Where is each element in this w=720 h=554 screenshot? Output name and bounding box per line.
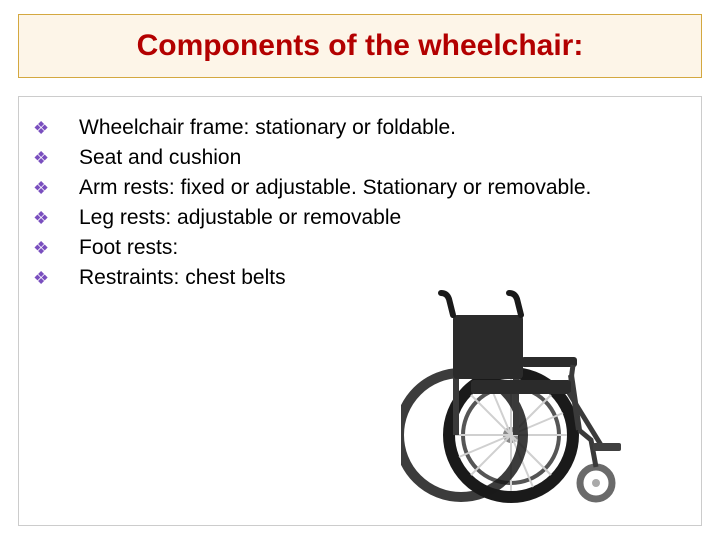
list-item-text: Seat and cushion	[79, 145, 241, 171]
list-item: ❖ Seat and cushion	[33, 145, 687, 171]
bullet-icon: ❖	[33, 145, 79, 171]
list-item-text: Restraints: chest belts	[79, 265, 286, 291]
page-title: Components of the wheelchair:	[29, 29, 691, 63]
bullet-icon: ❖	[33, 175, 79, 201]
content-box: ❖ Wheelchair frame: stationary or foldab…	[18, 96, 702, 526]
list-item: ❖ Wheelchair frame: stationary or foldab…	[33, 115, 687, 141]
wheelchair-image	[401, 285, 641, 505]
bullet-icon: ❖	[33, 205, 79, 231]
bullet-list: ❖ Wheelchair frame: stationary or foldab…	[33, 115, 687, 291]
list-item-text: Foot rests:	[79, 235, 178, 261]
bullet-icon: ❖	[33, 235, 79, 261]
list-item: ❖ Leg rests: adjustable or removable	[33, 205, 687, 231]
bullet-icon: ❖	[33, 265, 79, 291]
title-box: Components of the wheelchair:	[18, 14, 702, 78]
bullet-icon: ❖	[33, 115, 79, 141]
list-item-text: Leg rests: adjustable or removable	[79, 205, 401, 231]
list-item: ❖ Foot rests:	[33, 235, 687, 261]
list-item-text: Arm rests: fixed or adjustable. Stationa…	[79, 175, 591, 201]
list-item-text: Wheelchair frame: stationary or foldable…	[79, 115, 456, 141]
list-item: ❖ Arm rests: fixed or adjustable. Statio…	[33, 175, 687, 201]
